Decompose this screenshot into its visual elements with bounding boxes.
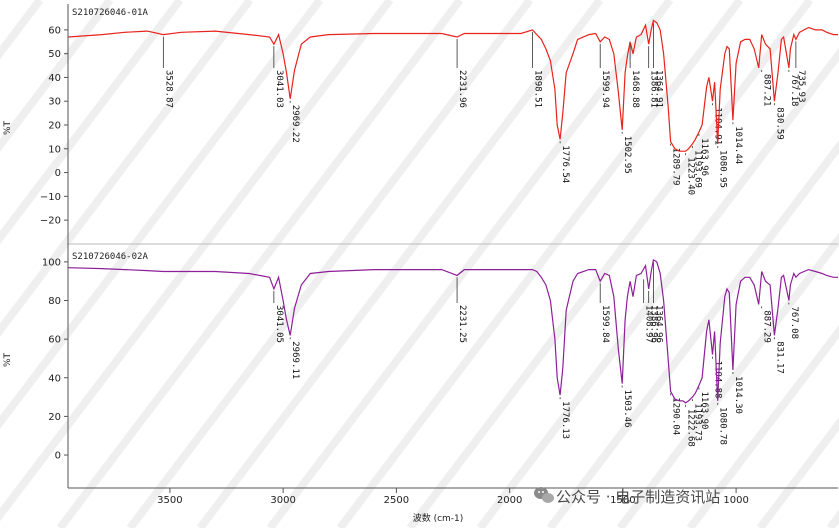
peak-label: 831.17 <box>774 341 784 374</box>
peak-label: 1364.96 <box>653 305 663 343</box>
y-tick-label: −10 <box>40 192 61 203</box>
y-tick-label: 40 <box>48 373 61 384</box>
wechat-icon <box>534 487 554 503</box>
peak-label: 1163.96 <box>699 138 709 176</box>
spectrum-panel-02a: %T S210726046-02A 100 80 60 40 20 0 3041.05 29… <box>3 252 838 462</box>
y-tick-label: 100 <box>42 257 61 268</box>
y-ticks-01a: 60 50 40 30 20 10 0 −10 −20 <box>40 25 68 227</box>
peak-label: 1104.88 <box>713 361 723 399</box>
y-tick-label: 60 <box>48 335 61 346</box>
peak-label: 1776.13 <box>560 401 570 439</box>
peak-label: 1290.04 <box>671 397 681 435</box>
panel-title-01a: S210726046-01A <box>72 8 148 18</box>
y-tick-label: 60 <box>48 25 61 36</box>
y-ticks-02a: 100 80 60 40 20 0 <box>42 257 68 462</box>
peak-label: 2969.22 <box>290 105 300 143</box>
x-axis-ticks: 3500 3000 2500 2000 1500 1000 <box>157 488 749 506</box>
peak-label: 1222.68 <box>686 409 696 447</box>
y-tick-label: 0 <box>55 451 61 462</box>
y-tick-label: 30 <box>48 97 61 108</box>
y-tick-label: 0 <box>55 168 61 179</box>
panel-title-02a: S210726046-02A <box>72 252 148 262</box>
peak-label: 1163.90 <box>699 391 709 429</box>
peak-label: 1386.81 <box>649 70 659 108</box>
peak-label: 1014.44 <box>733 126 743 164</box>
peak-label: 1503.46 <box>622 390 632 428</box>
peak-label: 1599.84 <box>600 305 610 343</box>
peak-label: 1104.91 <box>713 107 723 145</box>
y-tick-label: 20 <box>48 121 61 132</box>
peak-label: 2231.25 <box>457 305 467 343</box>
peak-label: 1193.73 <box>692 403 702 441</box>
peak-label: 3528.87 <box>163 70 173 108</box>
peak-label: 3041.03 <box>274 70 284 108</box>
peak-label: 767.08 <box>789 306 799 339</box>
peak-label: 830.59 <box>774 107 784 140</box>
peak-label: 1014.30 <box>733 376 743 414</box>
peak-label: 1599.94 <box>600 70 610 108</box>
y-tick-label: 50 <box>48 49 61 60</box>
watermark-text: 公众号 · 电子制造资讯站 <box>556 488 720 506</box>
peak-label: 767.18 <box>789 74 799 107</box>
peak-label: 1289.79 <box>671 148 681 186</box>
y-tick-label: 80 <box>48 296 61 307</box>
peak-label: 1502.95 <box>622 136 632 174</box>
peak-label: 1364.91 <box>653 70 663 108</box>
peak-label: 735.93 <box>796 70 806 103</box>
peak-label: 1080.95 <box>718 150 728 188</box>
y-tick-label: −20 <box>40 216 61 227</box>
peak-label: 887.29 <box>762 310 772 343</box>
peak-label: 3041.05 <box>274 305 284 343</box>
x-tick-label: 3500 <box>157 495 182 506</box>
x-axis-label: 波数 (cm-1) <box>413 512 464 524</box>
peak-label: 1223.40 <box>686 157 696 195</box>
peak-label: 2231.96 <box>457 70 467 108</box>
y-axis-label-01a: %T <box>3 120 13 135</box>
series-line-01a <box>67 19 838 152</box>
peak-markers-01a: 3528.87 3041.03 2969.22 2231.96 1898.51 1776.… <box>162 22 806 195</box>
x-tick-label: 1500 <box>610 495 635 506</box>
y-tick-label: 40 <box>48 73 61 84</box>
peak-label: 1386.96 <box>649 305 659 343</box>
y-tick-label: 10 <box>48 144 61 155</box>
peak-label: 1408.97 <box>644 305 654 343</box>
peak-label: 1776.54 <box>560 145 570 183</box>
x-tick-label: 3000 <box>270 495 295 506</box>
peak-label: 1468.88 <box>630 70 640 108</box>
x-tick-label: 1000 <box>723 495 748 506</box>
x-tick-label: 2500 <box>384 495 409 506</box>
y-tick-label: 20 <box>48 412 61 423</box>
x-tick-label: 2000 <box>497 495 522 506</box>
peak-label: 1193.69 <box>692 150 702 188</box>
peak-label: 2969.11 <box>290 341 300 379</box>
watermark: 公众号 · 电子制造资讯站 <box>534 487 720 506</box>
peak-label: 1080.78 <box>718 407 728 445</box>
peak-label: 887.21 <box>762 74 772 107</box>
peak-label: 1898.51 <box>532 70 542 108</box>
y-axis-label-02a: %T <box>3 352 13 367</box>
peak-markers-02a: 3041.05 2969.11 2231.25 1776.13 1599.84 1503.… <box>273 261 799 447</box>
series-line-02a <box>67 258 838 404</box>
spectrum-panel-01a: %T S210726046-01A 60 50 40 30 20 10 0 −10 −20 35… <box>3 8 838 227</box>
